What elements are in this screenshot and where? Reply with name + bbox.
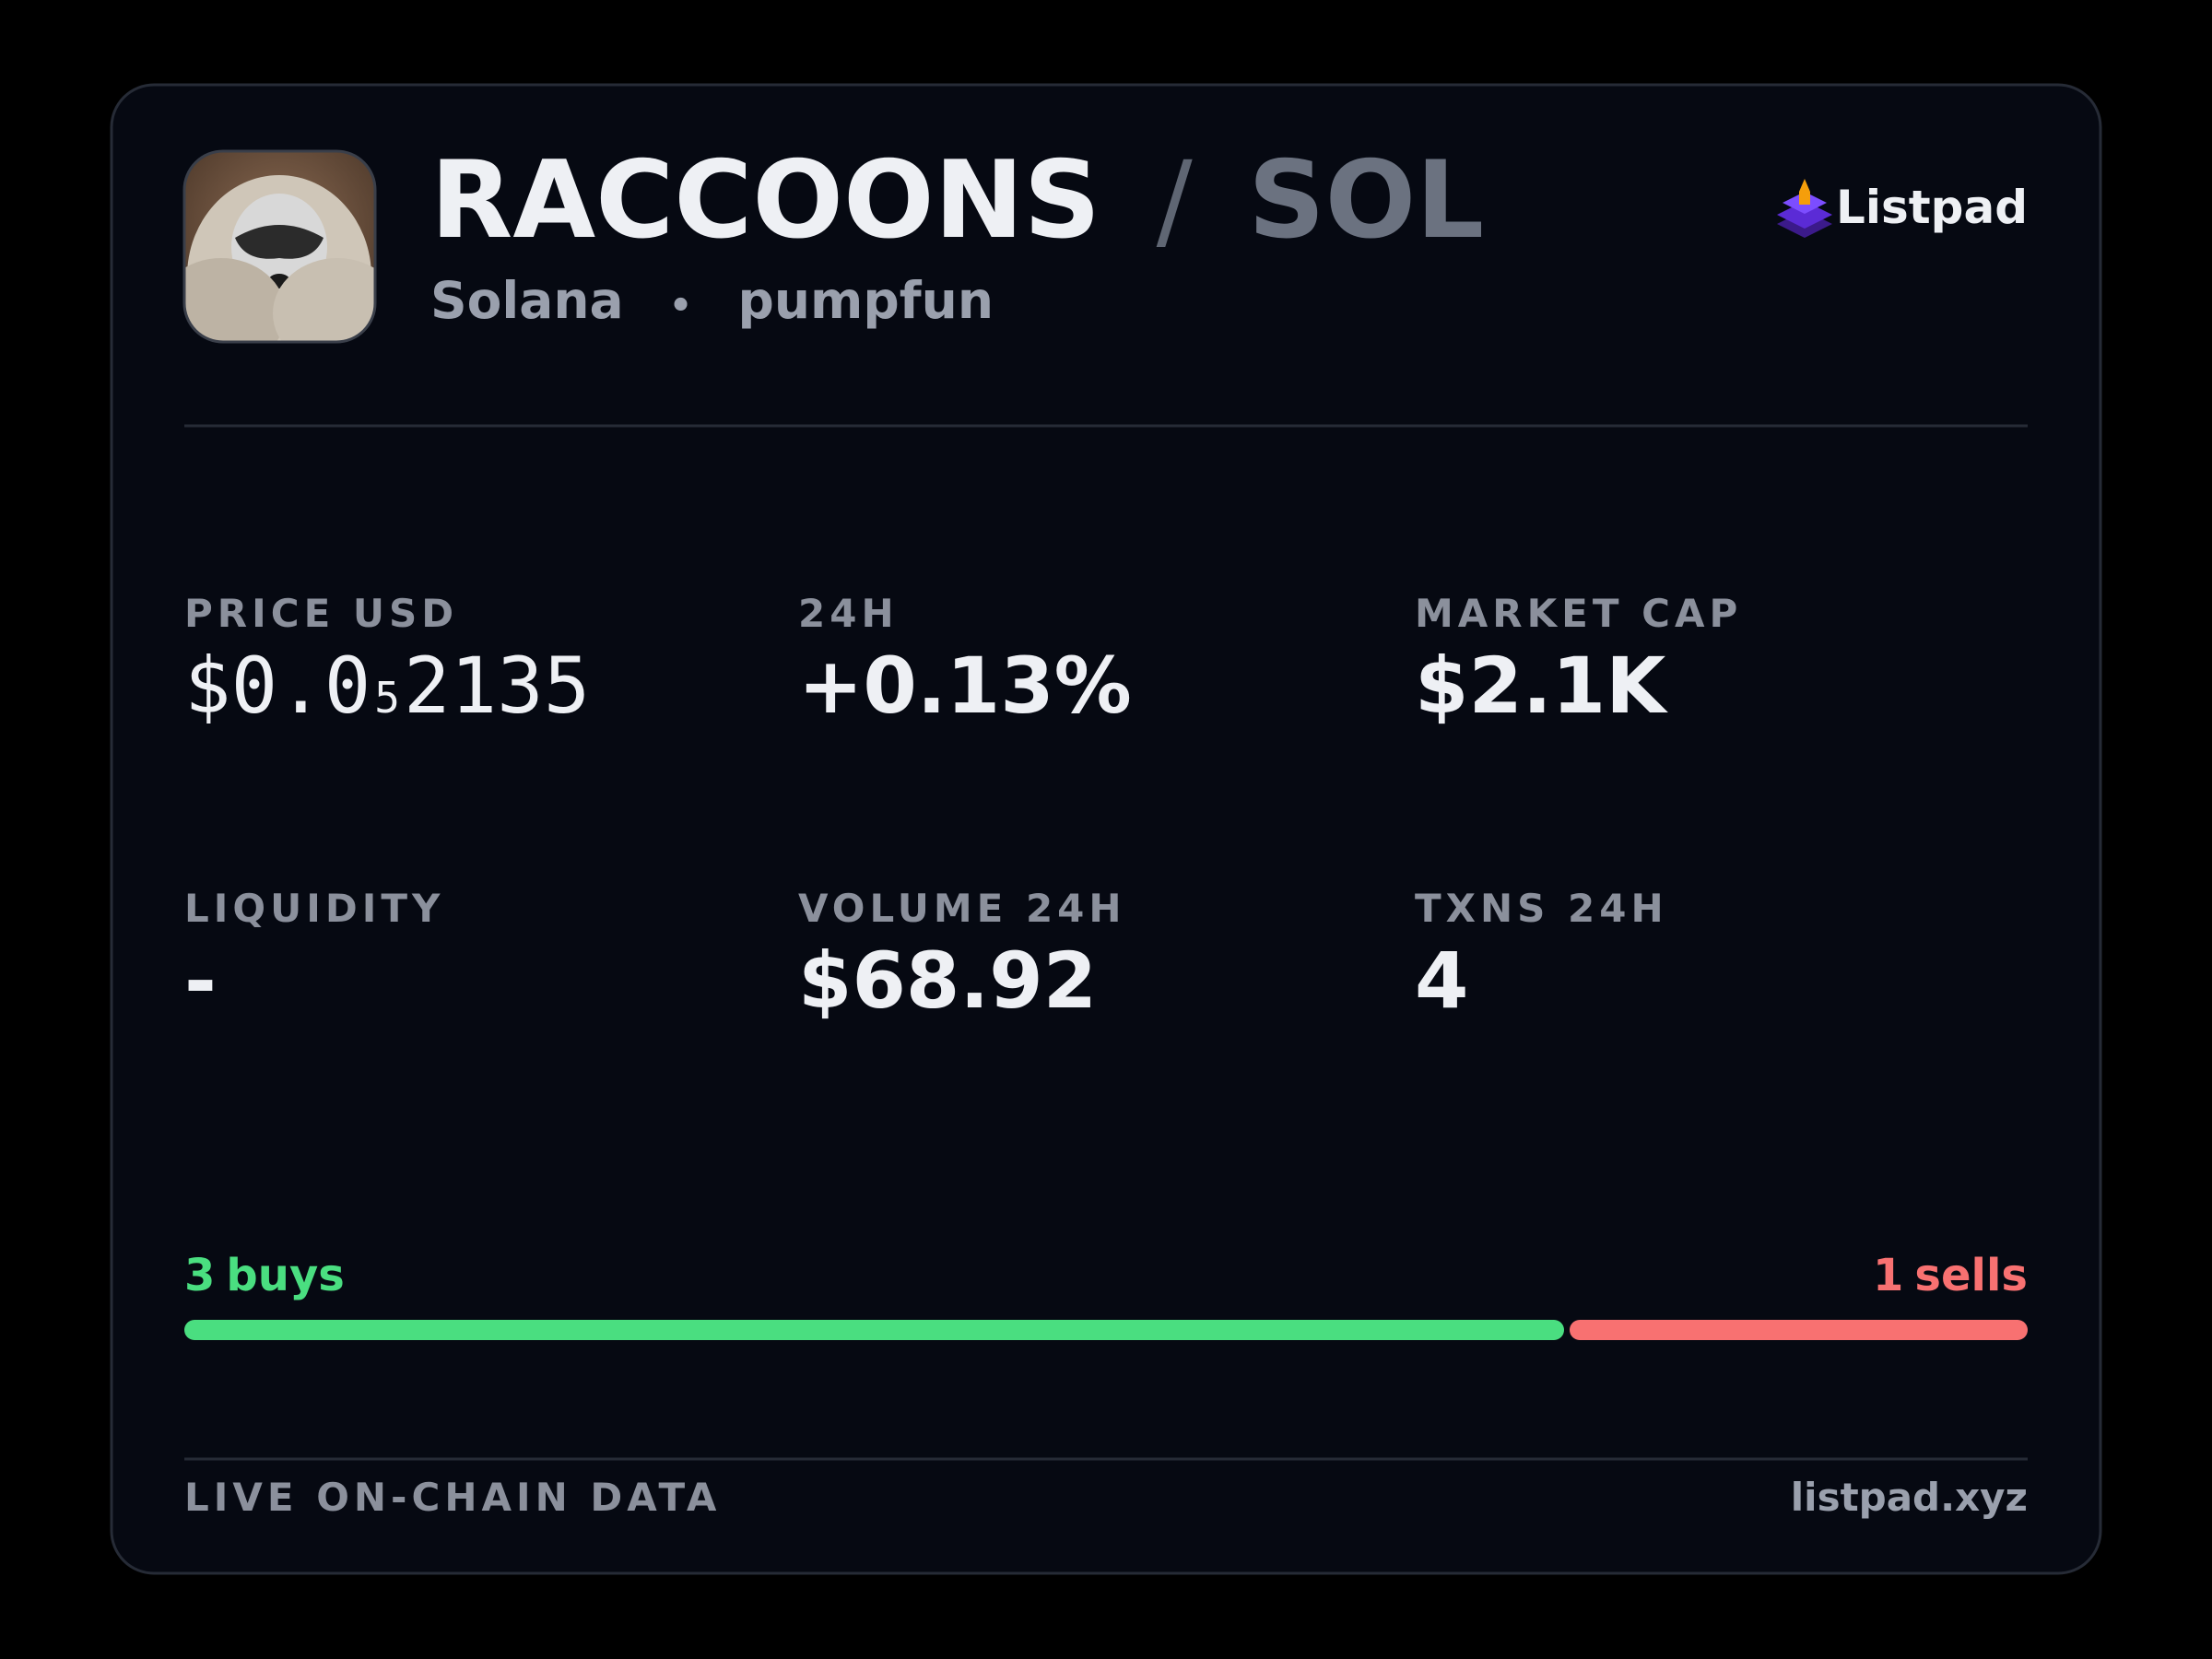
buys-text: buys: [226, 1250, 344, 1301]
stats: 24H +0.13% MARKET CAP $2.1K LIQUIDITY- VOLUME…: [184, 591, 1742, 1026]
stat-label: PRICE USD: [184, 591, 458, 636]
stat-label: 24H: [798, 591, 899, 636]
trades: 3 buys 1 sells: [184, 1250, 2028, 1340]
quote: SOL: [1248, 138, 1484, 263]
price-digits: 2135: [404, 641, 590, 731]
buys-bar: [184, 1320, 1564, 1340]
brand-name: Listpad: [1836, 181, 2028, 234]
stat-label: MARKET CAP: [1415, 591, 1742, 636]
stat-value: +0.13%: [798, 641, 1132, 731]
footer-note: LIVE ON-CHAIN DATA: [184, 1475, 721, 1520]
chain: Solana: [430, 271, 624, 330]
brand-logo: [1777, 179, 1832, 238]
sells-label: 1 sells: [1873, 1250, 2028, 1301]
sells-bar: [1570, 1320, 2028, 1340]
sells-text: sells: [1914, 1250, 2028, 1301]
subtitle: Solana • pumpfun: [430, 271, 994, 330]
dex: pumpfun: [738, 271, 994, 330]
stat-label: TXNS 24H: [1415, 886, 1668, 931]
price-prefix: $0.0: [184, 641, 371, 731]
stat-value: -: [184, 935, 217, 1026]
symbol: RACCOONS: [430, 138, 1100, 263]
stat-value: $2.1K: [1415, 641, 1668, 731]
buys-label: 3 buys: [184, 1250, 345, 1301]
buys-count: 3: [184, 1250, 215, 1301]
stat-value: 4: [1415, 935, 1468, 1026]
stat-value: $68.92: [798, 935, 1097, 1026]
card: [110, 83, 2102, 1575]
sells-count: 1: [1873, 1250, 1903, 1301]
separator: /: [1157, 138, 1194, 263]
price-value: $0.052135: [184, 641, 590, 731]
avatar-border: [182, 149, 377, 344]
dot: •: [669, 285, 693, 327]
pair-title: RACCOONS / SOL: [430, 138, 1484, 263]
price-zero-count: 5: [374, 673, 400, 723]
footer-site: listpad.xyz: [1791, 1475, 2028, 1520]
stat-label: LIQUIDITY: [184, 886, 444, 931]
stat-label: VOLUME 24H: [798, 886, 1126, 931]
